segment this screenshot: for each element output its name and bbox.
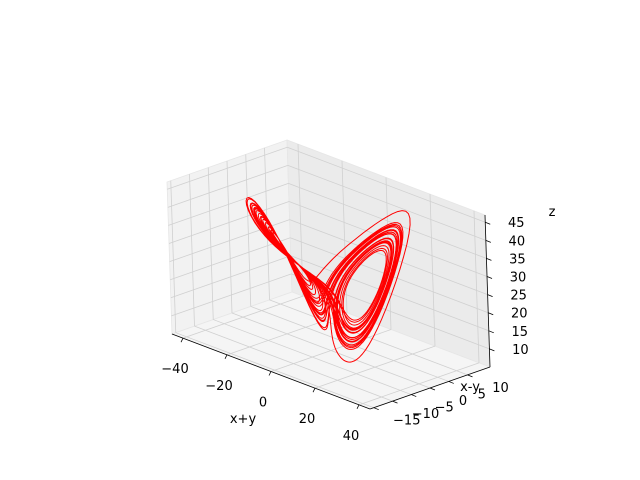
y-tick-label: −5	[435, 401, 454, 416]
z-tick-mark	[487, 294, 493, 297]
z-tick-label: 45	[508, 216, 525, 231]
y-tick-mark	[373, 407, 379, 411]
y-gridline	[175, 332, 374, 409]
x-tick-mark	[356, 404, 360, 410]
z-gridline	[288, 183, 487, 259]
y-tick-mark	[392, 400, 398, 404]
y-gridline	[213, 319, 412, 395]
z-tick-mark	[488, 330, 494, 334]
x-tick-mark	[312, 387, 316, 393]
x-tick-mark	[224, 354, 228, 360]
y-tick-mark	[448, 381, 454, 384]
z-tick-label: 35	[509, 252, 526, 267]
z-gridline	[167, 146, 288, 190]
z-axis-label: z	[549, 205, 556, 220]
z-gridline	[287, 164, 486, 241]
z-gridline	[168, 183, 289, 226]
z-tick-label: 15	[512, 325, 529, 340]
y-tick-mark	[429, 387, 436, 391]
z-gridline	[290, 237, 489, 314]
z-gridline	[170, 237, 291, 281]
y-gridline	[250, 306, 449, 382]
y-gridline	[269, 299, 468, 376]
z-tick-mark	[485, 221, 491, 225]
grid-lines	[167, 144, 490, 409]
x-tick-label: −40	[161, 362, 188, 377]
lorenz-trajectory-line	[245, 197, 411, 363]
y-tick-mark	[411, 394, 417, 397]
z-tick-mark	[488, 312, 494, 316]
x-tick-label: 20	[299, 412, 316, 427]
x-tick-label: 40	[343, 429, 360, 444]
axis-labels: x+y x-y z	[230, 205, 556, 427]
y-gridline	[194, 325, 393, 402]
z-tick-label: 20	[511, 307, 528, 322]
z-tick-label: 40	[509, 234, 526, 249]
y-tick-label: −10	[412, 407, 439, 422]
y-tick-label: 10	[492, 381, 509, 396]
z-gridline	[287, 146, 486, 223]
x-tick-mark	[180, 337, 184, 343]
x-tick-label: −20	[205, 379, 232, 394]
x-axis-label: x+y	[230, 412, 257, 427]
z-gridline	[170, 255, 291, 299]
z-tick-mark	[486, 258, 492, 261]
z-tick-mark	[485, 239, 491, 243]
z-tick-label: 10	[512, 343, 529, 358]
y-tick-label: 0	[459, 394, 467, 409]
z-tick-mark	[486, 276, 493, 279]
z-gridline	[168, 201, 290, 244]
y-tick-mark	[467, 374, 473, 378]
x-tick-label: 0	[259, 396, 267, 411]
z-gridline	[171, 273, 292, 317]
y-tick-label: 5	[478, 387, 486, 402]
x-tick-mark	[268, 371, 272, 376]
z-tick-label: 25	[510, 289, 527, 304]
series-trajectory	[245, 197, 411, 363]
y-axis-label: x-y	[460, 380, 480, 395]
z-tick-mark	[489, 348, 495, 352]
z-tick-label: 30	[510, 271, 527, 286]
y-tick-label: −15	[393, 414, 420, 429]
z-gridline	[167, 164, 288, 208]
y-gridline	[231, 312, 431, 389]
